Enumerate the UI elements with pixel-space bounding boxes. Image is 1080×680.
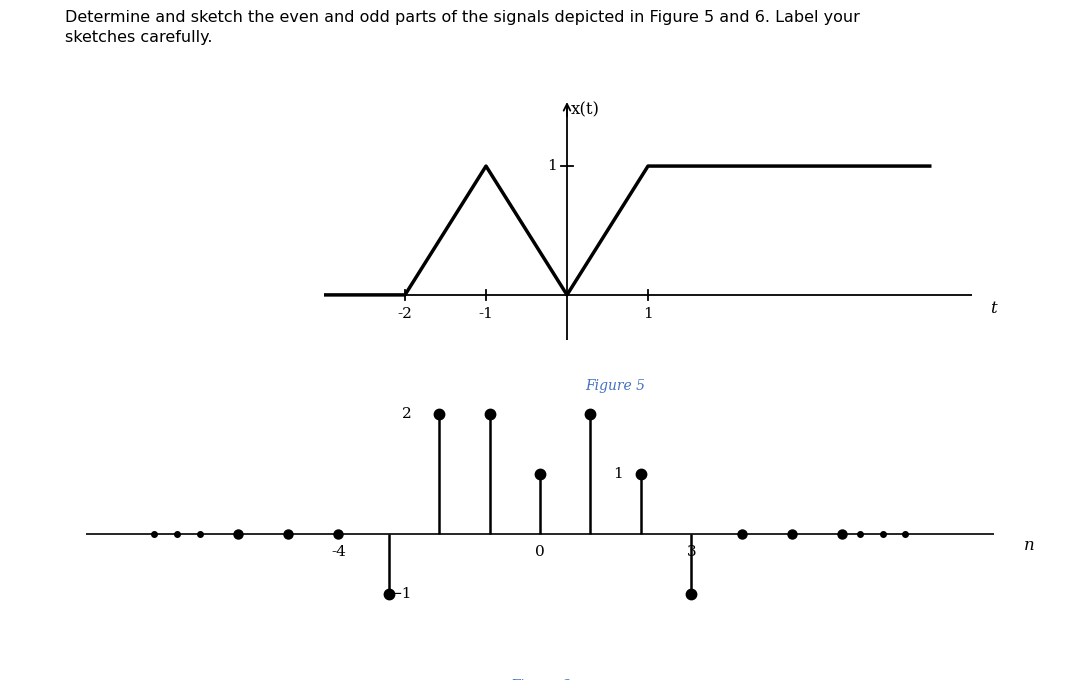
- Text: 1: 1: [613, 467, 623, 481]
- Text: Determine and sketch the even and odd parts of the signals depicted in Figure 5 : Determine and sketch the even and odd pa…: [65, 10, 860, 45]
- Text: n: n: [1024, 537, 1035, 554]
- Text: -2: -2: [397, 307, 413, 320]
- Text: -1: -1: [478, 307, 494, 320]
- Text: −1: −1: [389, 588, 411, 601]
- Text: x(t): x(t): [571, 101, 600, 118]
- Text: 1: 1: [548, 159, 557, 173]
- Text: 0: 0: [535, 545, 545, 559]
- Text: 3: 3: [687, 545, 696, 559]
- Text: Figure 6: Figure 6: [510, 679, 570, 680]
- Text: Figure 5: Figure 5: [585, 379, 646, 393]
- Text: 2: 2: [402, 407, 411, 421]
- Text: t: t: [989, 300, 997, 317]
- Text: 1: 1: [643, 307, 653, 320]
- Text: -4: -4: [330, 545, 346, 559]
